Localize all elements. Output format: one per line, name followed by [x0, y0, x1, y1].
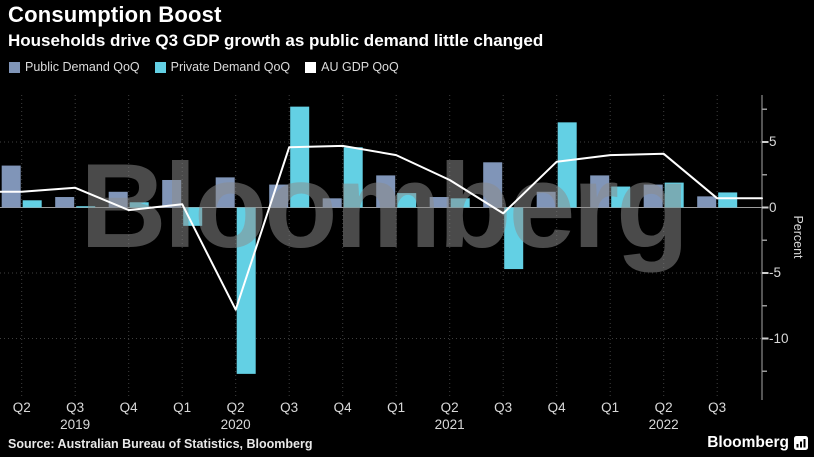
legend-item-0: Public Demand QoQ [9, 60, 140, 74]
x-tick-label: Q3 [66, 400, 85, 415]
chart-subtitle: Households drive Q3 GDP growth as public… [8, 31, 544, 50]
legend-swatch-icon [154, 61, 166, 73]
private-demand-bar [129, 202, 149, 208]
public-demand-bar [55, 197, 75, 208]
x-tick-label: Q3 [494, 400, 513, 415]
y-tick-label: -5 [769, 265, 782, 280]
legend: Public Demand QoQ Private Demand QoQ AU GD… [9, 59, 399, 75]
x-tick-label: Q3 [280, 400, 299, 415]
private-demand-bar [290, 106, 310, 208]
bloomberg-logo-text: Bloomberg [707, 434, 789, 451]
legend-label: Private Demand QoQ [170, 60, 291, 74]
chart-plot-area [0, 95, 769, 400]
bloomberg-brand: Bloomberg [707, 434, 808, 452]
private-demand-bar [450, 198, 470, 208]
private-demand-bar [504, 207, 524, 270]
legend-swatch-icon [305, 61, 317, 73]
public-demand-bar [590, 175, 610, 208]
y-tick-label: -10 [769, 330, 789, 346]
public-demand-bar [215, 177, 235, 208]
private-demand-bar [611, 186, 631, 208]
legend-item-2: AU GDP QoQ [305, 60, 399, 74]
bloomberg-chart-icon [794, 436, 808, 450]
x-tick-label: Q2 [12, 400, 31, 415]
public-demand-bar [1, 165, 21, 208]
legend-label: AU GDP QoQ [321, 60, 399, 74]
public-demand-bar [483, 162, 503, 208]
private-demand-bar [718, 192, 738, 208]
x-tick-label: Q4 [333, 400, 352, 415]
private-demand-bar [236, 207, 256, 374]
y-tick-label: 0 [769, 199, 777, 215]
x-tick-label: Q3 [708, 400, 727, 415]
private-demand-bar [343, 147, 363, 208]
public-demand-bar [376, 175, 396, 208]
legend-item-1: Private Demand QoQ [154, 60, 291, 74]
public-demand-bar [269, 184, 289, 208]
x-tick-label: Q2 [440, 400, 459, 415]
x-tick-label: Q1 [601, 400, 620, 415]
chart-title: Consumption Boost [8, 2, 222, 27]
private-demand-bar [76, 206, 96, 208]
public-demand-bar [322, 198, 342, 208]
legend-label: Public Demand QoQ [25, 60, 140, 74]
legend-swatch-icon [9, 61, 20, 73]
y-tick-label: 5 [769, 134, 777, 149]
source-text: Source: Australian Bureau of Statistics,… [8, 437, 313, 451]
year-label: 2020 [220, 417, 251, 432]
private-demand-bar [397, 193, 417, 208]
x-tick-label: Q4 [119, 400, 138, 415]
year-label: 2021 [434, 417, 465, 432]
public-demand-bar [162, 179, 182, 208]
public-demand-bar [108, 191, 128, 208]
private-demand-bar [22, 200, 42, 208]
y-axis-title: Percent [791, 215, 805, 259]
x-tick-label: Q1 [387, 400, 406, 415]
private-demand-bar [557, 122, 577, 208]
private-demand-bar [664, 182, 684, 208]
public-demand-bar [536, 191, 556, 208]
x-tick-label: Q2 [654, 400, 673, 415]
x-tick-label: Q1 [173, 400, 192, 415]
year-label: 2022 [648, 417, 679, 432]
private-demand-bar [183, 207, 203, 226]
public-demand-bar [643, 184, 663, 208]
x-tick-label: Q2 [226, 400, 245, 415]
x-tick-label: Q4 [547, 400, 566, 415]
public-demand-bar [697, 196, 717, 208]
year-label: 2019 [60, 417, 91, 432]
public-demand-bar [429, 197, 449, 208]
